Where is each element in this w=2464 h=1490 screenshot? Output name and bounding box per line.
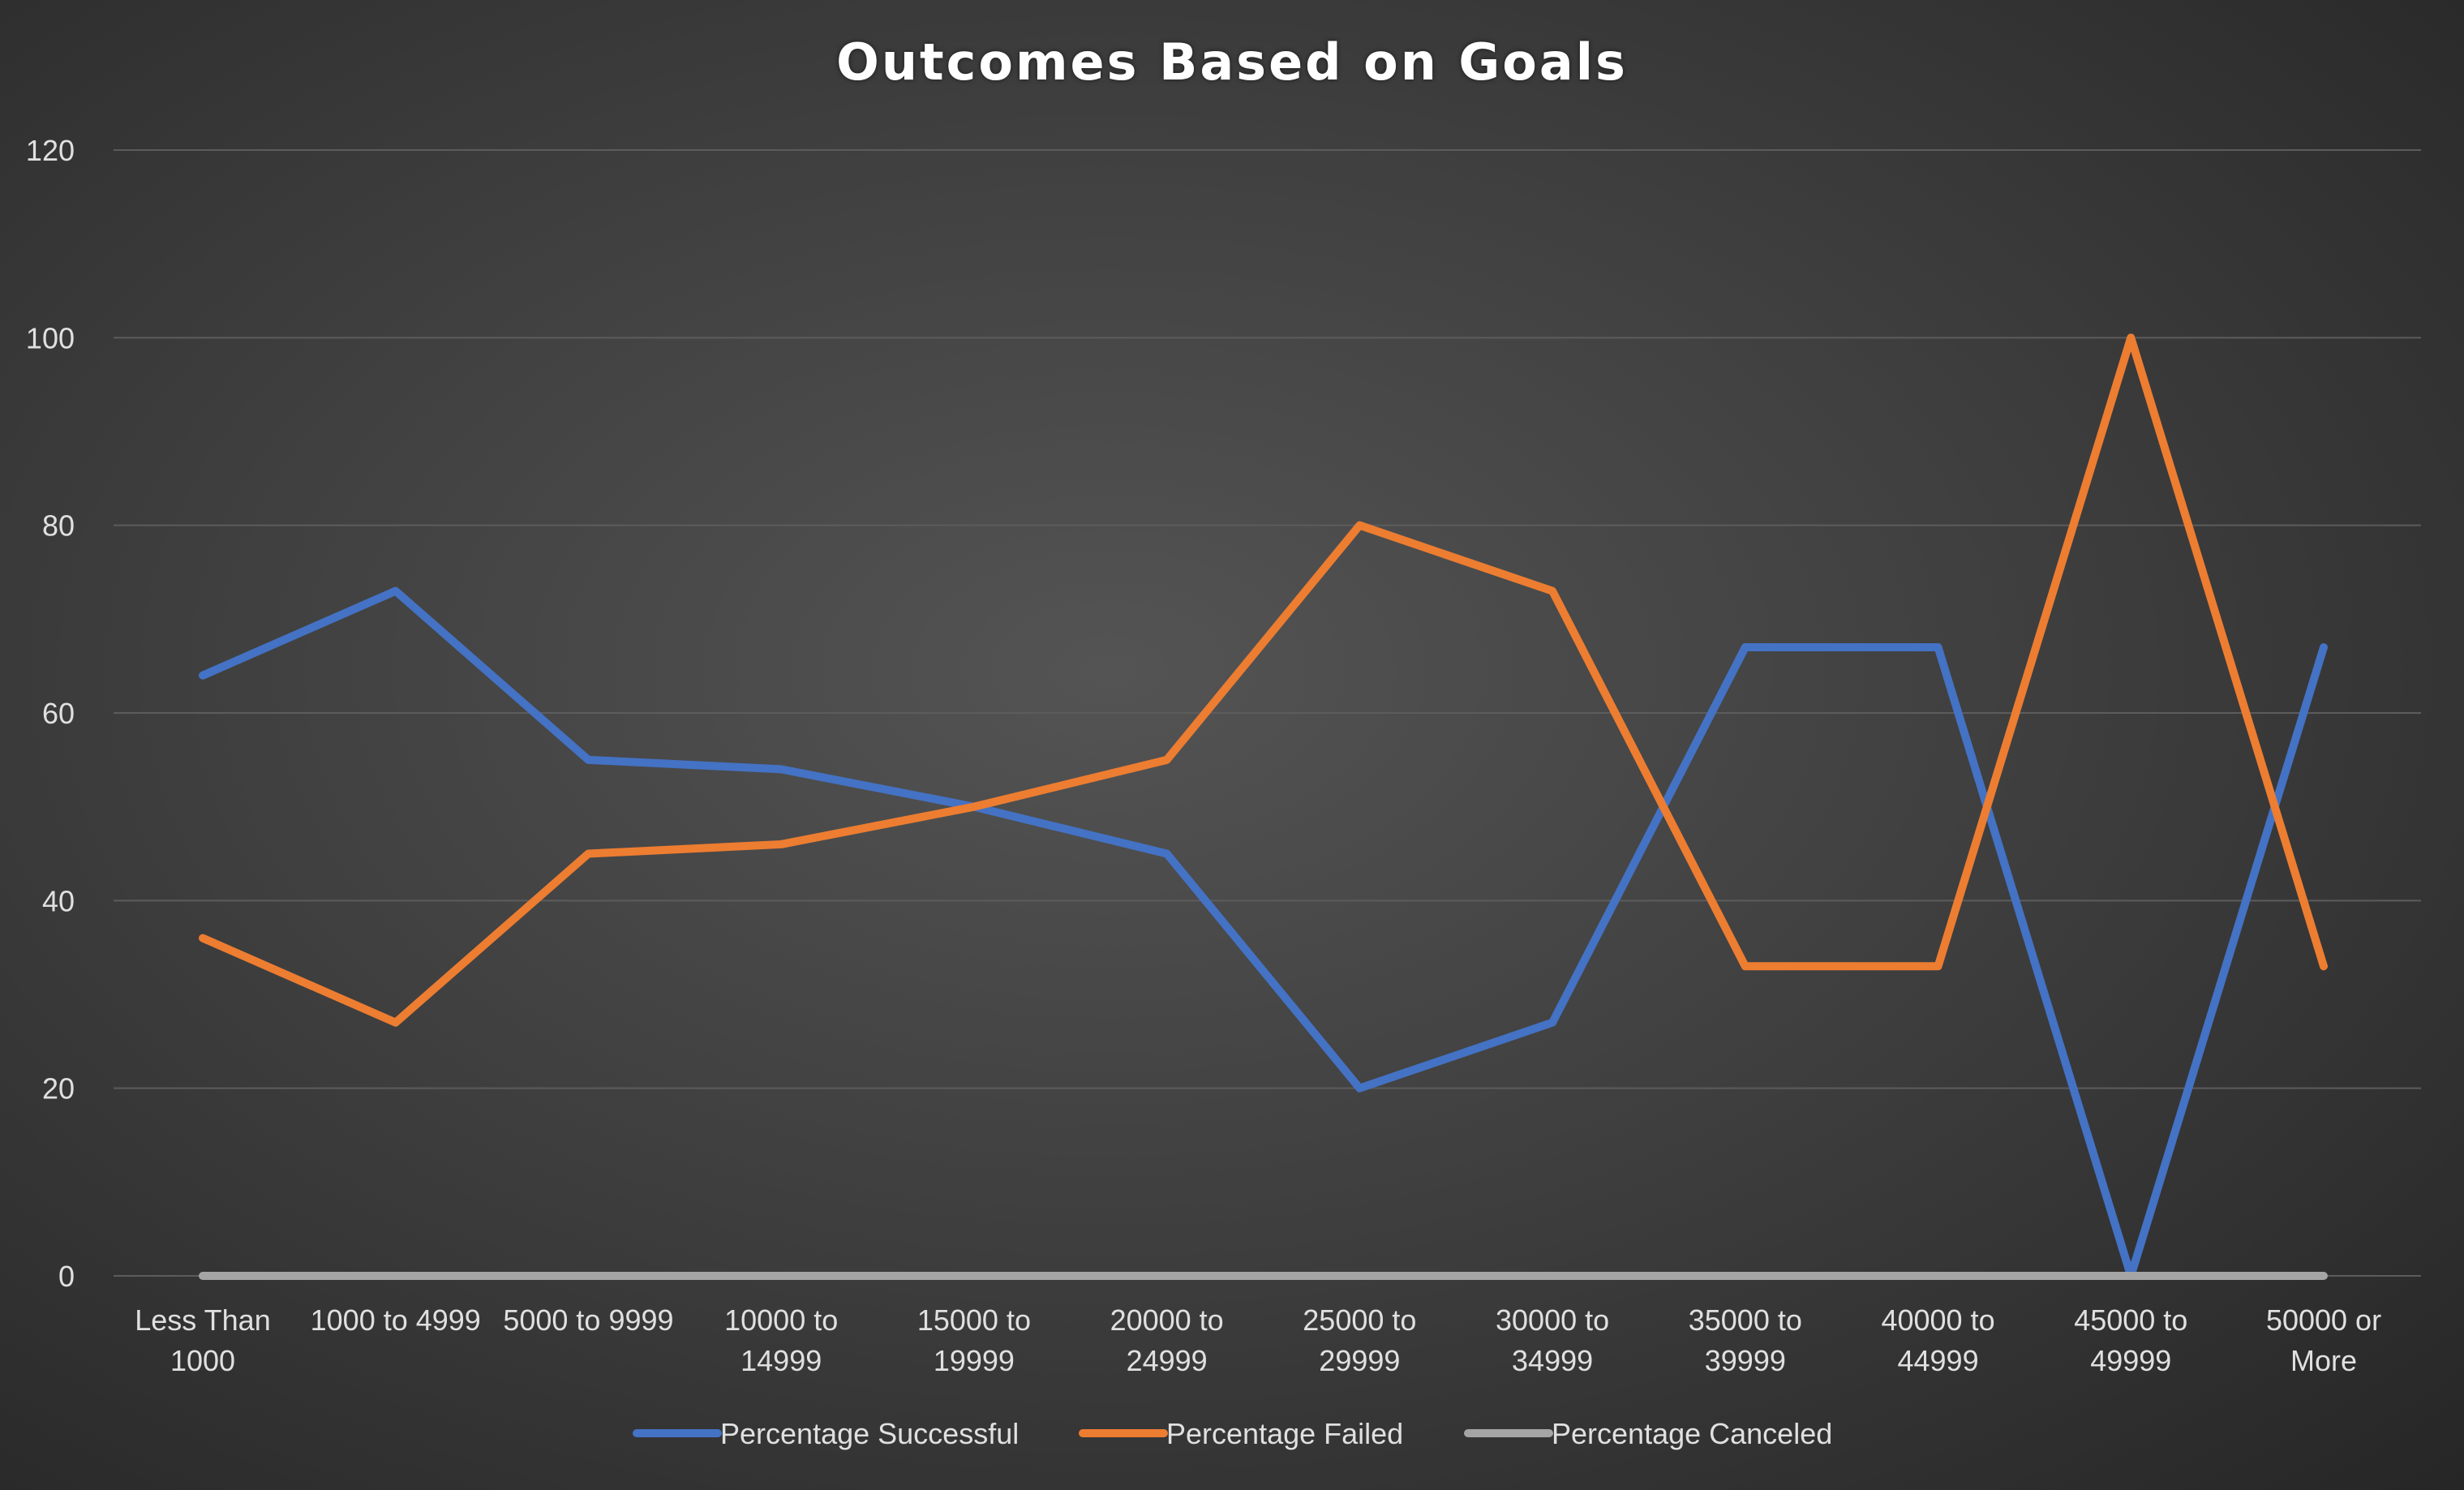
x-tick-label: 15000 to 19999 xyxy=(917,1303,1031,1377)
data-point-percentage-failed xyxy=(394,1021,397,1024)
data-point-percentage-failed xyxy=(202,937,204,939)
x-tick-label: 35000 to 39999 xyxy=(1689,1303,1802,1377)
data-point-percentage-canceled xyxy=(1937,1275,1939,1277)
data-point-percentage-failed xyxy=(972,805,975,808)
x-tick-label: 5000 to 9999 xyxy=(503,1303,673,1337)
data-point-percentage-failed xyxy=(1359,524,1361,526)
x-tick-label: 45000 to 49999 xyxy=(2074,1303,2187,1377)
data-point-percentage-canceled xyxy=(1744,1275,1746,1277)
data-point-percentage-canceled xyxy=(1359,1275,1361,1277)
data-point-percentage-successful xyxy=(394,590,397,592)
y-axis-ticks: 0 20 40 60 80 100 120 xyxy=(26,134,75,1293)
x-tick-label: 40000 to 44999 xyxy=(1881,1303,1994,1377)
series-lines xyxy=(199,333,2328,1280)
x-axis-ticks: Less Than 1000 1000 to 4999 5000 to 9999 100… xyxy=(135,1303,2381,1377)
x-tick-label: 20000 to 24999 xyxy=(1110,1303,1224,1377)
data-point-percentage-failed xyxy=(1165,758,1168,761)
legend-label: Percentage Canceled xyxy=(1552,1417,1832,1450)
data-point-percentage-successful xyxy=(587,758,590,761)
data-point-percentage-successful xyxy=(1359,1087,1361,1089)
legend-label: Percentage Successful xyxy=(720,1417,1019,1450)
series-line-percentage-failed xyxy=(199,333,2328,1027)
y-tick-label: 100 xyxy=(26,321,75,354)
data-point-percentage-successful xyxy=(1552,1021,1554,1024)
data-point-percentage-failed xyxy=(780,843,783,845)
x-tick-label: 25000 to 29999 xyxy=(1303,1303,1416,1377)
data-point-percentage-canceled xyxy=(2130,1275,2132,1277)
data-point-percentage-canceled xyxy=(972,1275,975,1277)
y-tick-label: 60 xyxy=(42,697,75,730)
data-point-percentage-canceled xyxy=(202,1275,204,1277)
y-tick-label: 40 xyxy=(42,884,75,917)
y-tick-label: 80 xyxy=(42,509,75,543)
legend-label: Percentage Failed xyxy=(1166,1417,1403,1450)
x-tick-label: 30000 to 34999 xyxy=(1496,1303,1609,1377)
legend: Percentage Successful Percentage Failed Pe… xyxy=(633,1417,1832,1450)
y-tick-label: 20 xyxy=(42,1072,75,1106)
chart-title: Outcomes Based on Goals xyxy=(836,32,1628,92)
data-point-percentage-canceled xyxy=(394,1275,397,1277)
y-tick-label: 0 xyxy=(58,1260,75,1293)
data-point-percentage-successful xyxy=(2323,646,2324,649)
x-tick-label: 10000 to 14999 xyxy=(724,1303,838,1377)
data-point-percentage-failed xyxy=(587,852,590,855)
series-line-percentage-successful xyxy=(199,586,2328,1280)
data-point-percentage-canceled xyxy=(2323,1275,2324,1277)
data-point-percentage-successful xyxy=(202,674,204,676)
data-point-percentage-canceled xyxy=(1552,1275,1554,1277)
data-point-percentage-failed xyxy=(2130,337,2132,339)
data-point-percentage-failed xyxy=(1937,965,1939,968)
data-point-percentage-successful xyxy=(780,768,783,771)
data-point-percentage-canceled xyxy=(1165,1275,1168,1277)
data-point-percentage-successful xyxy=(1937,646,1939,649)
data-point-percentage-failed xyxy=(2323,965,2324,968)
data-point-percentage-failed xyxy=(1552,590,1554,592)
x-tick-label: Less Than 1000 xyxy=(135,1303,270,1377)
x-tick-label: 1000 to 4999 xyxy=(311,1303,481,1337)
data-point-percentage-canceled xyxy=(587,1275,590,1277)
x-tick-label: 50000 or More xyxy=(2266,1303,2381,1377)
data-point-percentage-successful xyxy=(1744,646,1746,649)
data-point-percentage-successful xyxy=(1165,852,1168,855)
y-tick-label: 120 xyxy=(26,134,75,167)
data-point-percentage-failed xyxy=(1744,965,1746,968)
data-point-percentage-canceled xyxy=(780,1275,783,1277)
